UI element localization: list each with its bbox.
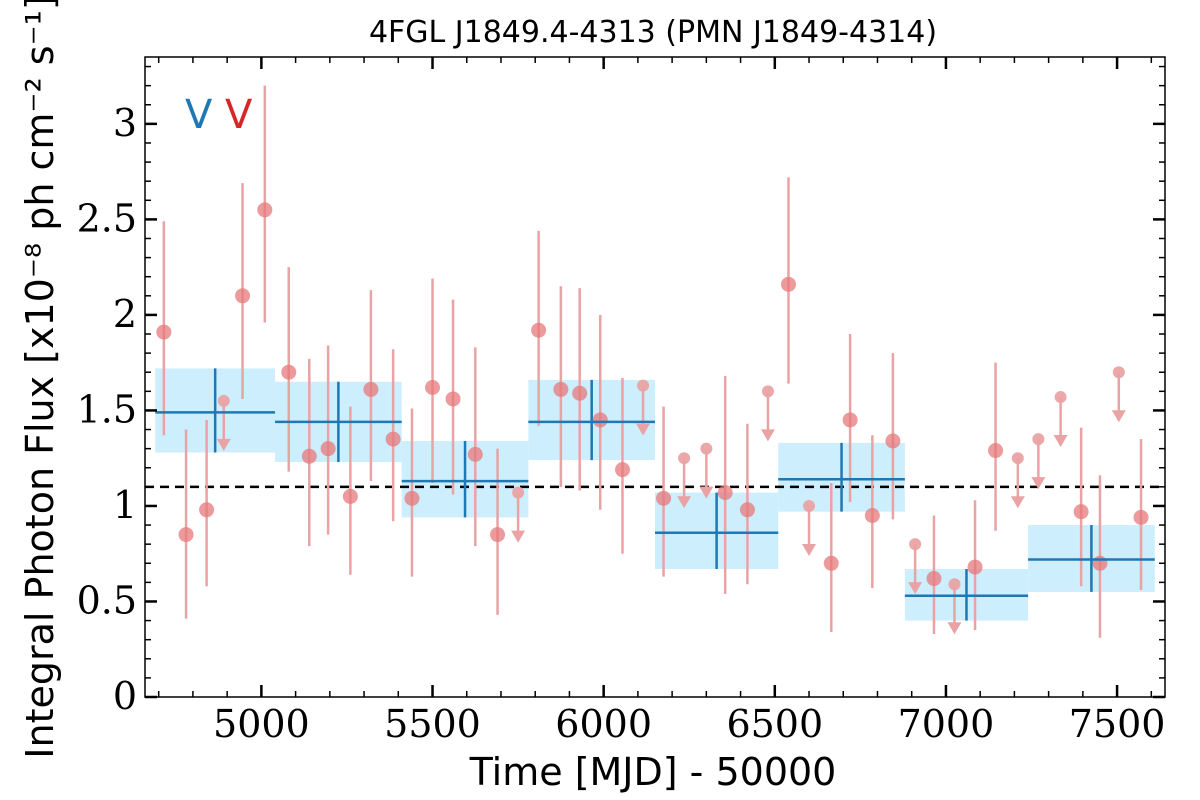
data-point [199, 502, 215, 518]
data-point [864, 508, 880, 524]
legend-entry: V [185, 92, 213, 138]
data-point [967, 559, 983, 575]
data-point [1092, 555, 1108, 571]
upper-limit-arrow [802, 543, 817, 556]
upper-limit-marker [1054, 391, 1067, 404]
y-tick-label: 3 [113, 101, 137, 145]
y-tick-label: 1.5 [77, 387, 137, 431]
upper-limit-arrow [760, 429, 775, 442]
data-point [780, 276, 796, 292]
upper-limit-marker [1032, 433, 1045, 446]
data-point [363, 381, 379, 397]
upper-limit-marker [512, 486, 525, 499]
data-point [885, 433, 901, 449]
upper-limit-arrow [1053, 435, 1068, 448]
data-point [467, 446, 483, 462]
data-point [1073, 504, 1089, 520]
upper-limit-marker [909, 538, 922, 551]
data-point [614, 462, 630, 478]
data-point [823, 555, 839, 571]
data-point [342, 488, 358, 504]
data-point [301, 448, 317, 464]
upper-limit-arrow [511, 530, 526, 543]
y-tick-label: 0 [113, 674, 137, 718]
y-tick-label: 0.5 [77, 578, 137, 622]
y-tick-label: 2 [113, 292, 137, 336]
data-point [553, 381, 569, 397]
data-point [490, 527, 506, 543]
data-point [656, 490, 672, 506]
data-point [445, 391, 461, 407]
upper-limit-marker [678, 452, 691, 465]
upper-limit-arrow [1010, 496, 1025, 509]
x-tick-label: 6500 [726, 702, 823, 746]
upper-limit-marker [761, 385, 774, 398]
data-point [842, 412, 858, 428]
upper-limit-marker [700, 442, 713, 455]
x-tick-label: 5500 [384, 702, 481, 746]
upper-limit-marker [637, 379, 650, 392]
data-point [425, 380, 441, 396]
x-tick-label: 5000 [213, 702, 310, 746]
upper-limit-arrow [947, 622, 962, 635]
axes-frame [144, 56, 1166, 698]
y-tick-label: 2.5 [77, 196, 137, 240]
x-tick-label: 7500 [1069, 702, 1166, 746]
data-point [404, 490, 420, 506]
y-tick-label: 1 [113, 483, 137, 527]
data-point [320, 441, 336, 457]
y-axis-label: Integral Photon Flux [x10⁻⁸ ph cm⁻² s⁻¹] [18, 0, 62, 759]
upper-limit-marker [1112, 366, 1125, 379]
x-tick-label: 7000 [898, 702, 995, 746]
data-point [178, 527, 194, 543]
legend-entry: V [225, 92, 253, 138]
data-point [1133, 509, 1149, 525]
data-point [739, 502, 755, 518]
upper-limit-arrow [1031, 477, 1046, 490]
plot-area: 5000 5500 6000 6500 7000 7500 0 0.5 1 1.5 2 2.5 3 V V [77, 56, 1166, 746]
upper-limit-arrow [908, 582, 923, 595]
upper-limit-marker [1011, 452, 1024, 465]
data-point [572, 385, 588, 401]
data-point [281, 364, 297, 380]
chart-title: 4FGL J1849.4-4313 (PMN J1849-4314) [369, 15, 937, 50]
upper-limit-arrow [699, 486, 714, 499]
data-point [531, 322, 547, 338]
upper-limit-marker [948, 578, 961, 591]
upper-limit-arrow [216, 438, 231, 451]
data-point [235, 288, 251, 304]
data-point [592, 412, 608, 428]
x-tick-label: 6000 [555, 702, 652, 746]
data-point [926, 571, 942, 587]
upper-limit-arrow [677, 496, 692, 509]
data-point [156, 324, 172, 340]
data-point [385, 431, 401, 447]
data-point [988, 443, 1004, 459]
upper-limit-marker [217, 394, 230, 407]
data-point [257, 202, 273, 218]
upper-limit-marker [803, 499, 816, 512]
x-axis-label: Time [MJD] - 50000 [469, 750, 837, 794]
upper-limit-arrow [636, 423, 651, 436]
data-point [717, 485, 733, 501]
upper-limit-arrow [1111, 410, 1126, 423]
